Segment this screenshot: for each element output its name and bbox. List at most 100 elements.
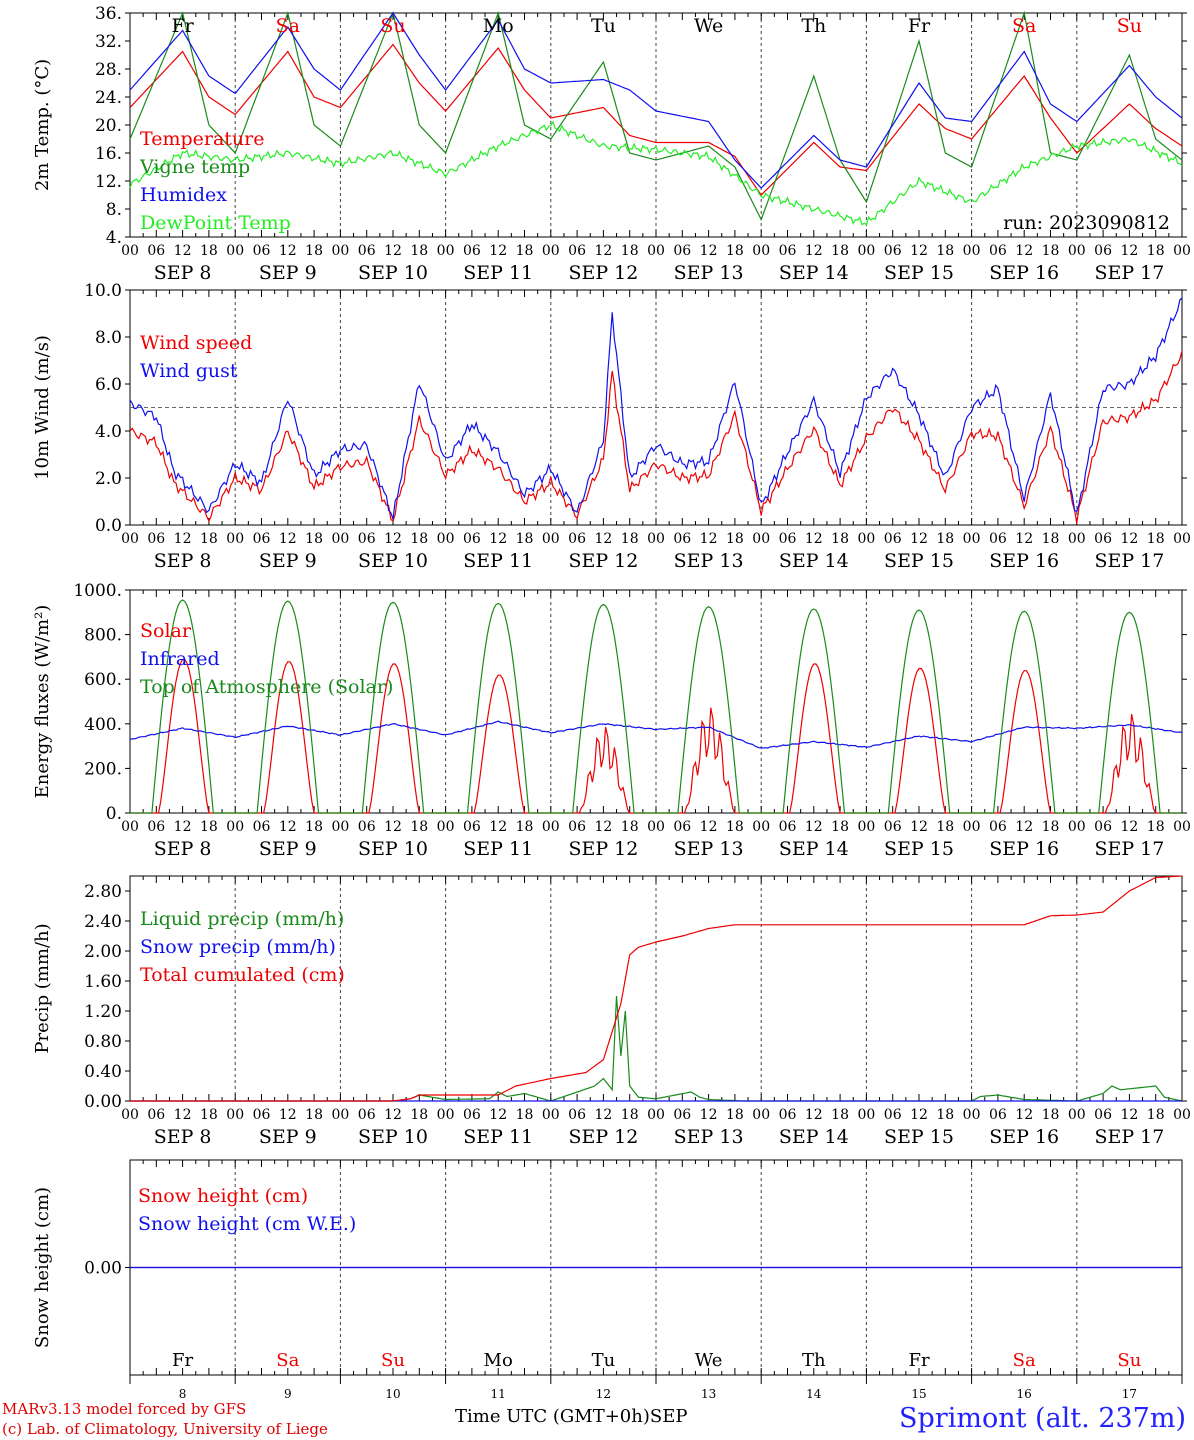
hour-label: 00 <box>542 531 560 547</box>
hour-label: 18 <box>831 819 849 835</box>
hour-label: 12 <box>174 819 192 835</box>
hour-label: 06 <box>1094 243 1112 259</box>
y-tick-label: 10.0 <box>84 281 122 301</box>
y-axis-label: Energy fluxes (W/m²) <box>32 605 53 799</box>
date-label: SEP 16 <box>989 550 1059 572</box>
hour-label: 00 <box>1173 531 1191 547</box>
y-tick-label: 0.80 <box>84 1032 122 1052</box>
legend-label: Wind gust <box>140 360 238 382</box>
y-tick-label: 6.0 <box>95 375 122 395</box>
date-label: SEP 14 <box>779 1126 849 1148</box>
day-number-label: 10 <box>385 1387 400 1401</box>
hour-label: 18 <box>621 531 639 547</box>
weekday-label: Sa <box>276 15 300 37</box>
hour-label: 18 <box>410 531 428 547</box>
hour-label: 18 <box>200 243 218 259</box>
hour-label: 06 <box>989 1107 1007 1123</box>
series-line <box>130 995 1183 1102</box>
date-label: SEP 11 <box>463 838 533 860</box>
hour-label: 06 <box>989 531 1007 547</box>
weekday-label: Fr <box>908 15 931 37</box>
hour-label: 00 <box>1068 243 1086 259</box>
hour-label: 00 <box>331 531 349 547</box>
hour-label: 18 <box>621 819 639 835</box>
hour-label: 12 <box>594 1107 612 1123</box>
y-tick-label: 400. <box>84 715 122 735</box>
date-label: SEP 12 <box>568 838 638 860</box>
hour-label: 00 <box>226 819 244 835</box>
hour-label: 00 <box>437 243 455 259</box>
hour-label: 18 <box>200 531 218 547</box>
legend-label: Vigne temp <box>139 156 250 178</box>
hour-label: 18 <box>305 531 323 547</box>
weekday-label: Su <box>1117 1350 1141 1371</box>
hour-label: 18 <box>726 243 744 259</box>
date-label: SEP 17 <box>1094 262 1164 284</box>
hour-label: 12 <box>910 819 928 835</box>
hour-label: 12 <box>174 243 192 259</box>
hour-label: 06 <box>568 1107 586 1123</box>
date-label: SEP 9 <box>259 550 317 572</box>
hour-label: 00 <box>1173 819 1191 835</box>
hour-label: 12 <box>279 819 297 835</box>
hour-label: 00 <box>226 1107 244 1123</box>
weekday-label: Su <box>381 1350 405 1371</box>
hour-label: 12 <box>174 531 192 547</box>
day-number-label: 16 <box>1017 1387 1032 1401</box>
date-label: SEP 8 <box>154 838 212 860</box>
hour-label: 12 <box>384 819 402 835</box>
hour-label: 06 <box>779 531 797 547</box>
date-label: SEP 8 <box>154 1126 212 1148</box>
y-tick-label: 200. <box>84 759 122 779</box>
hour-label: 18 <box>200 819 218 835</box>
legend-label: Total cumulated (cm) <box>140 964 345 986</box>
date-label: SEP 8 <box>154 262 212 284</box>
y-tick-label: 16. <box>95 144 122 164</box>
hour-label: 18 <box>1147 243 1165 259</box>
date-label: SEP 13 <box>674 262 744 284</box>
hour-label: 18 <box>1042 531 1060 547</box>
hour-label: 00 <box>647 243 665 259</box>
hour-label: 18 <box>831 1107 849 1123</box>
date-label: SEP 11 <box>463 550 533 572</box>
panel-1: 4. 8. 12. 16. 20. 24. 28. 32. 36. 2m Temp. (°C) Te… <box>32 4 1191 284</box>
series-line <box>129 10 1183 222</box>
x-axis-title-text: Time UTC (GMT+0h) <box>455 1406 650 1427</box>
weekday-label: Su <box>380 15 405 37</box>
hour-label: 18 <box>726 1107 744 1123</box>
day-number-label: 12 <box>596 1387 611 1401</box>
hour-label: 06 <box>1094 531 1112 547</box>
y-tick-label: 800. <box>84 626 122 646</box>
hour-label: 06 <box>673 243 691 259</box>
date-label: SEP 12 <box>568 1126 638 1148</box>
day-number-label: 8 <box>179 1387 187 1401</box>
hour-label: 06 <box>358 531 376 547</box>
hour-label: 12 <box>910 1107 928 1123</box>
x-axis-title: Time UTC (GMT+0h)SEP <box>455 1406 687 1427</box>
hour-label: 18 <box>1042 243 1060 259</box>
hour-label: 18 <box>410 243 428 259</box>
hour-label: 06 <box>568 819 586 835</box>
plot-frame <box>129 12 1183 238</box>
plot-frame <box>129 589 1183 814</box>
date-label: SEP 8 <box>154 550 212 572</box>
y-tick-label: 36. <box>95 4 122 24</box>
hour-label: 12 <box>1120 819 1138 835</box>
hour-label: 06 <box>989 819 1007 835</box>
y-tick-label: 2.40 <box>84 912 122 932</box>
y-axis-label: 10m Wind (m/s) <box>32 335 53 480</box>
hour-label: 12 <box>910 531 928 547</box>
hour-label: 18 <box>1042 1107 1060 1123</box>
hour-label: 12 <box>594 531 612 547</box>
series-line <box>129 297 1183 520</box>
legend-label: Top of Atmosphere (Solar) <box>140 676 393 698</box>
hour-label: 18 <box>831 243 849 259</box>
hour-label: 06 <box>568 531 586 547</box>
date-label: SEP 16 <box>989 838 1059 860</box>
hour-label: 00 <box>542 243 560 259</box>
hour-label: 06 <box>147 531 165 547</box>
hour-label: 12 <box>1120 1107 1138 1123</box>
y-tick-label: 4.0 <box>95 422 122 442</box>
weekday-label: Tu <box>592 1350 616 1371</box>
hour-label: 00 <box>121 243 139 259</box>
